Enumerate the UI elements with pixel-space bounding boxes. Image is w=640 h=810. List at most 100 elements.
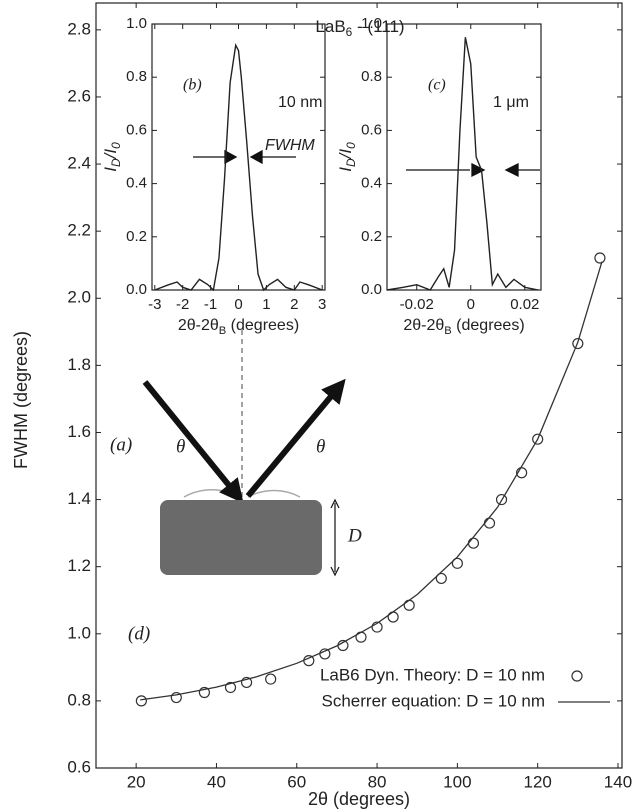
label-part: 2θ-2θ xyxy=(178,317,219,334)
x-tick-label: 0 xyxy=(467,296,475,313)
label-part: /I xyxy=(336,149,355,160)
data-point xyxy=(135,695,147,707)
data-point xyxy=(451,557,463,569)
fwhm-arrows xyxy=(193,149,540,178)
subscript: D xyxy=(109,158,123,167)
legend-label: LaB6 Dyn. Theory: D = 10 nm xyxy=(320,665,545,684)
x-tick-label: 100 xyxy=(443,772,471,791)
label-part: (degrees) xyxy=(452,317,525,334)
y-tick-label: 2.6 xyxy=(67,86,91,105)
y-tick-label: 0.6 xyxy=(361,121,382,138)
data-point xyxy=(572,337,584,350)
data-point xyxy=(467,537,480,549)
label: LaB6 - (111) xyxy=(315,17,404,39)
annotation: 1 μm xyxy=(493,94,529,111)
legend-label: Scherrer equation: D = 10 nm xyxy=(322,691,545,710)
x-tick-label: 0 xyxy=(234,296,242,313)
x-tick-label: 60 xyxy=(287,772,306,791)
data-point xyxy=(224,681,237,694)
diagram xyxy=(142,330,346,577)
label-part: (degrees) xyxy=(226,317,299,334)
y-tick-label: 0.2 xyxy=(126,228,147,245)
y-tick-label: 0.6 xyxy=(126,121,147,138)
data-point xyxy=(265,673,277,685)
fit-line xyxy=(140,261,603,701)
annotation: θ xyxy=(176,436,185,457)
y-tick-label: 0.8 xyxy=(361,68,382,85)
label-part: /I xyxy=(101,149,120,160)
y-tick-label: 2.0 xyxy=(67,288,91,307)
x-tick-label: 20 xyxy=(127,772,146,791)
subscript: 6 xyxy=(346,25,353,39)
y-axis-label: FWHM (degrees) xyxy=(11,331,31,469)
annotation: (d) xyxy=(128,623,150,644)
data-point xyxy=(198,686,211,699)
subscript: 0 xyxy=(344,142,358,149)
data-point xyxy=(594,252,606,264)
x-tick-label: -0.02 xyxy=(400,296,434,313)
label-part: LaB xyxy=(315,17,345,36)
label: 2θ-2θB (degrees) xyxy=(403,317,524,337)
y-tick-label: 1.0 xyxy=(361,15,382,32)
x-tick-label: 3 xyxy=(318,296,326,313)
label: ID/I0 xyxy=(101,142,123,172)
size-bracket xyxy=(330,498,340,577)
annotation: D xyxy=(347,525,362,546)
data-point xyxy=(516,467,528,479)
annotation: (a) xyxy=(110,434,132,455)
profile-line xyxy=(154,43,323,292)
y-tick-label: 1.2 xyxy=(67,556,91,575)
data-point xyxy=(435,572,447,585)
subscript: B xyxy=(219,325,226,337)
plot-frame xyxy=(386,23,542,291)
x-tick-label: 0.02 xyxy=(510,296,539,313)
y-tick-label: 0.0 xyxy=(361,281,382,298)
crystal xyxy=(160,500,322,575)
plot-frame xyxy=(95,2,623,769)
annotation: 10 nm xyxy=(278,94,322,111)
y-tick-label: 1.6 xyxy=(67,422,91,441)
label-part: I xyxy=(336,167,355,172)
y-tick-label: 1.4 xyxy=(67,489,91,508)
angle-arc xyxy=(247,489,301,498)
label-part: 2θ-2θ xyxy=(403,317,444,334)
label-part: - (111) xyxy=(352,17,404,36)
diffracted-beam xyxy=(245,378,346,498)
data-point xyxy=(371,621,383,633)
y-tick-label: 0.4 xyxy=(361,175,382,192)
y-tick-label: 2.4 xyxy=(67,154,91,173)
y-tick-label: 0.8 xyxy=(126,68,147,85)
subscript: 0 xyxy=(109,142,123,149)
x-tick-label: 2 xyxy=(290,296,298,313)
y-tick-label: 0.8 xyxy=(67,690,91,709)
annotation: (b) xyxy=(183,77,202,94)
data-point xyxy=(495,493,508,506)
x-tick-label: -3 xyxy=(148,296,161,313)
data-point xyxy=(403,599,415,611)
incident-beam xyxy=(142,380,244,504)
subscript: B xyxy=(444,325,451,337)
x-tick-label: 1 xyxy=(262,296,270,313)
x-tick-label: 140 xyxy=(604,772,632,791)
data-point xyxy=(532,433,544,445)
x-tick-label: -1 xyxy=(204,296,217,313)
y-tick-label: 0.2 xyxy=(361,228,382,245)
label-part: I xyxy=(101,167,120,172)
plot-frame xyxy=(151,23,326,291)
x-tick-label: 40 xyxy=(207,772,226,791)
y-tick-label: 0.4 xyxy=(126,175,147,192)
data-point xyxy=(387,611,399,623)
label: 2θ-2θB (degrees) xyxy=(178,317,299,337)
x-tick-label: 120 xyxy=(523,772,551,791)
profile-line xyxy=(386,37,539,291)
label: ID/I0 xyxy=(336,142,358,172)
data-point xyxy=(170,691,182,704)
y-tick-label: 0.6 xyxy=(67,757,91,776)
x-axis-label: 2θ (degrees) xyxy=(308,789,410,809)
annotation: θ xyxy=(316,436,325,457)
data-point xyxy=(483,517,496,529)
legend-marker xyxy=(571,670,583,682)
y-tick-label: 1.0 xyxy=(67,623,91,642)
annotation: (c) xyxy=(428,77,446,94)
